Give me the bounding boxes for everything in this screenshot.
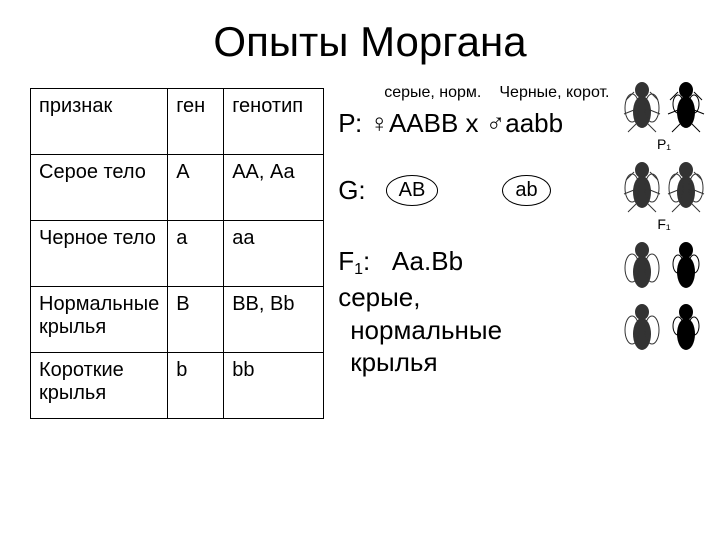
cell-genotype: ВВ, Вb <box>224 287 324 353</box>
th-genotype: генотип <box>224 89 324 155</box>
f1-sub: 1 <box>354 261 363 278</box>
fly-icon <box>622 240 662 294</box>
fly-icon <box>666 160 706 214</box>
f1-genotype: Аа.Вb <box>392 246 463 276</box>
cell-genotype: АА, Аа <box>224 155 324 221</box>
table-row: Нормальные крылья В ВВ, Вb <box>31 287 324 353</box>
f1-suffix: : <box>363 246 370 276</box>
g-prefix: G: <box>338 175 365 206</box>
table-row: Черное тело а аа <box>31 221 324 287</box>
cell-trait: Короткие крылья <box>31 353 168 419</box>
gamete-oval: аb <box>502 175 550 206</box>
cell-gene: A <box>168 155 224 221</box>
cell-gene: В <box>168 287 224 353</box>
label-black-short: Черные, корот. <box>499 84 609 102</box>
fly-illustrations: P₁ <box>618 80 710 364</box>
fly-icon <box>666 240 706 294</box>
traits-table: признак ген генотип Серое тело A АА, Аа … <box>30 88 324 419</box>
page-title: Опыты Моргана <box>30 18 710 66</box>
fly-icon <box>666 302 706 356</box>
fly-icon <box>622 80 662 134</box>
f1-prefix: F <box>338 246 354 276</box>
gamete-oval: АВ <box>386 175 439 206</box>
cell-trait: Нормальные крылья <box>31 287 168 353</box>
p-prefix: Р: <box>338 108 362 138</box>
fly-icon <box>622 160 662 214</box>
cell-trait: Серое тело <box>31 155 168 221</box>
cell-genotype: аа <box>224 221 324 287</box>
cell-gene: b <box>168 353 224 419</box>
fly-row-label-p: P₁ <box>657 136 671 152</box>
cell-genotype: bb <box>224 353 324 419</box>
fly-icon <box>666 80 706 134</box>
fly-row-label-f1: F₁ <box>657 216 670 232</box>
cell-trait: Черное тело <box>31 221 168 287</box>
cell-gene: а <box>168 221 224 287</box>
table-row: Серое тело A АА, Аа <box>31 155 324 221</box>
p-cross-text: ♀ААВВ х ♂ааbb <box>369 108 563 138</box>
table-row: Короткие крылья b bb <box>31 353 324 419</box>
fly-icon <box>622 302 662 356</box>
label-grey-normal: серые, норм. <box>384 84 481 102</box>
th-gene: ген <box>168 89 224 155</box>
th-trait: признак <box>31 89 168 155</box>
